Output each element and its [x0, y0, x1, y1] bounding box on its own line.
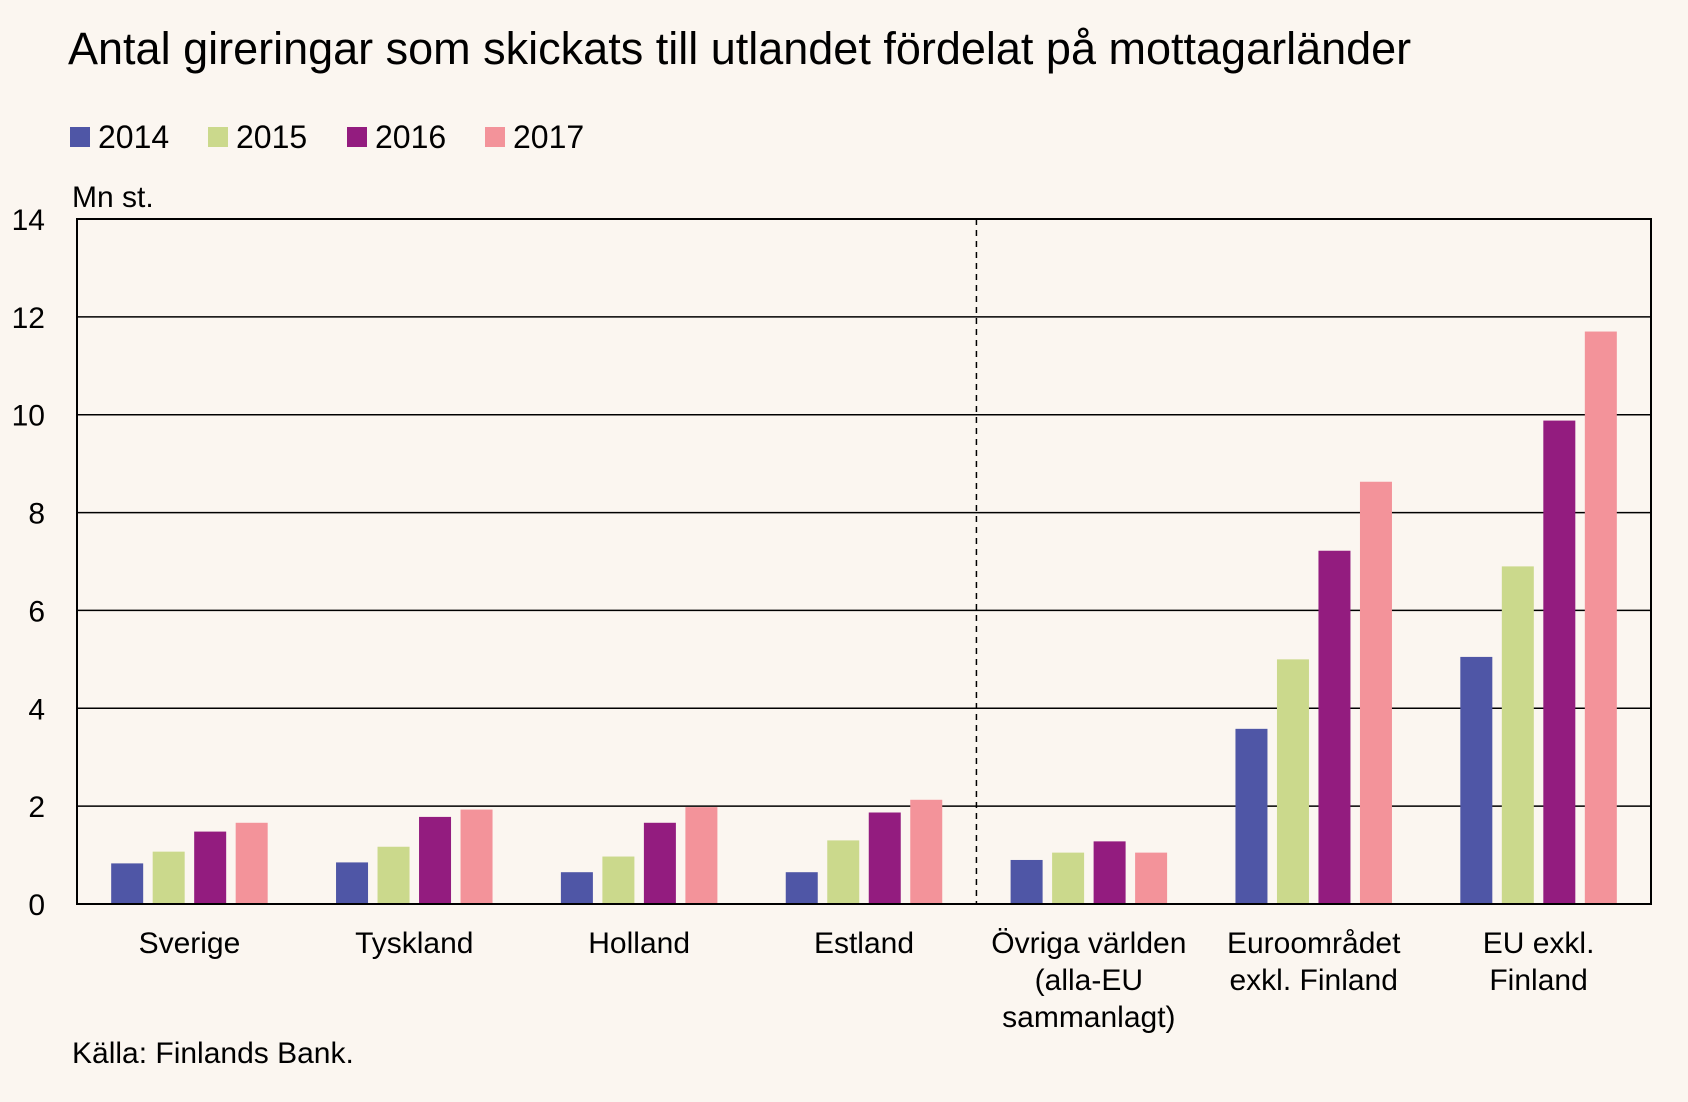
gridlines	[77, 316, 1651, 807]
bar-2014-3	[785, 872, 818, 904]
bars	[111, 331, 1617, 904]
legend-swatch-2014	[70, 127, 90, 147]
y-tick-label: 6	[28, 595, 45, 628]
bar-2017-5	[1359, 481, 1392, 904]
x-tick-label: EU exkl. Finland	[1483, 927, 1595, 997]
legend-swatch-2016	[347, 127, 367, 147]
bar-2017-0	[235, 822, 268, 904]
bar-2014-4	[1010, 859, 1043, 904]
bar-2016-6	[1543, 420, 1576, 904]
y-tick-label: 10	[12, 400, 45, 433]
bar-2016-4	[1093, 841, 1126, 904]
x-tick-label: Sverige	[139, 927, 241, 960]
x-tick-labels: Sverige Tyskland Holland Estland Övriga värl…	[139, 927, 1595, 1034]
x-tick-label: Euroområdet exkl. Finland	[1227, 927, 1401, 997]
x-tick-label: Övriga världen (alla-EU sammanlagt)	[991, 927, 1186, 1034]
x-tick-label: Estland	[814, 927, 914, 960]
bar-2017-4	[1135, 852, 1168, 904]
chart-title: Antal gireringar som skickats till utlan…	[68, 23, 1411, 74]
y-tick-label: 14	[12, 204, 45, 237]
bar-2015-3	[827, 840, 860, 904]
bar-2015-5	[1276, 659, 1309, 904]
legend-label-2017: 2017	[513, 119, 584, 155]
y-tick-label: 2	[28, 791, 45, 824]
bar-2015-0	[152, 851, 185, 904]
bar-2017-1	[460, 809, 493, 904]
bar-2014-6	[1460, 656, 1493, 904]
bar-2015-4	[1052, 852, 1085, 904]
bar-2017-2	[685, 807, 718, 904]
bar-2017-6	[1584, 331, 1617, 904]
bar-2016-2	[643, 822, 676, 904]
x-tick-label: Tyskland	[355, 927, 473, 960]
y-tick-labels: 0 2 4 6 8 10 12 14	[12, 204, 45, 922]
legend: 2014 2015 2016 2017	[70, 119, 584, 155]
bar-2016-1	[419, 816, 452, 904]
bar-2015-6	[1501, 566, 1534, 904]
legend-label-2014: 2014	[98, 119, 169, 155]
bar-2017-3	[910, 799, 943, 904]
source-note: Källa: Finlands Bank.	[72, 1037, 354, 1070]
legend-label-2016: 2016	[375, 119, 446, 155]
bar-2016-3	[868, 812, 901, 904]
legend-swatch-2015	[208, 127, 228, 147]
bar-2016-5	[1318, 550, 1351, 904]
bar-2014-0	[111, 863, 144, 904]
y-axis-label: Mn st.	[72, 181, 154, 214]
bar-2014-2	[560, 872, 593, 904]
legend-swatch-2017	[485, 127, 505, 147]
bar-2015-2	[602, 856, 635, 904]
y-tick-label: 4	[28, 693, 45, 726]
y-tick-label: 8	[28, 498, 45, 531]
y-tick-label: 0	[28, 889, 45, 922]
bar-2016-0	[194, 831, 227, 904]
plot-frame	[76, 218, 1652, 905]
legend-label-2015: 2015	[236, 119, 307, 155]
bar-2015-1	[377, 846, 410, 904]
bar-2014-1	[336, 862, 369, 904]
x-tick-label: Holland	[588, 927, 690, 960]
y-tick-label: 12	[12, 302, 45, 335]
bar-2014-5	[1235, 728, 1268, 904]
